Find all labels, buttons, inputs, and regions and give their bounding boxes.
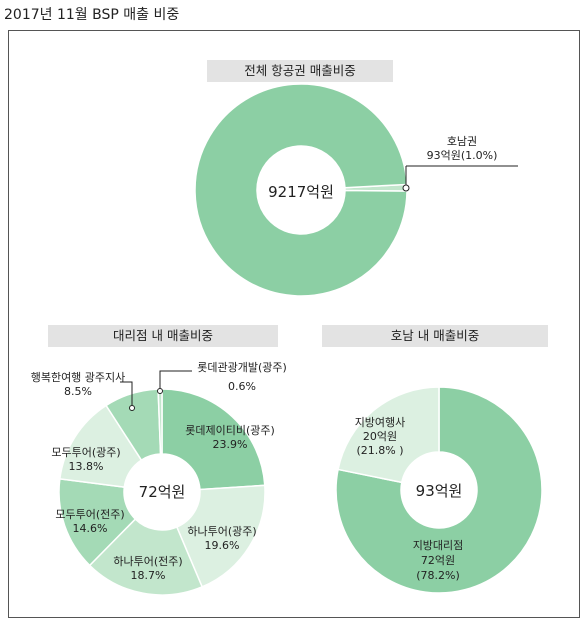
label-local-agency-amount: 72억원: [421, 554, 455, 567]
label-modu-jeonju-name: 모두투어(전주): [55, 508, 124, 521]
label-modu-gwangju-name: 모두투어(광주): [51, 446, 120, 459]
label-happy-tour-value: 8.5%: [64, 385, 92, 398]
donut-agency: [58, 388, 266, 596]
label-modu-gwangju-value: 13.8%: [69, 460, 104, 473]
label-hana-gwangju-name: 하나투어(광주): [187, 524, 256, 538]
label-happy-tour-name: 행복한여행 광주지사: [31, 371, 126, 384]
center-label-honam: 93억원: [416, 482, 463, 500]
label-hana-jeonju-value: 18.7%: [131, 569, 166, 582]
page-title: 2017년 11월 BSP 매출 비중: [4, 7, 180, 23]
label-hana-jeonju-name: 하나투어(전주): [113, 554, 182, 568]
callout-happy-tour-line: [120, 381, 135, 411]
honam-hole: [401, 452, 477, 528]
label-local-travel-value: (21.8% ): [356, 444, 403, 457]
panel-title-agency: 대리점 내 매출비중: [48, 325, 278, 347]
donut-total: [194, 83, 408, 297]
panel-title-total: 전체 항공권 매출비중: [207, 60, 393, 82]
label-lotte-jtb-value: 23.9%: [213, 438, 248, 451]
callout-lotte-tour-line: [157, 370, 192, 394]
callout-honam-line: [402, 165, 518, 192]
label-hana-gwangju-value: 19.6%: [205, 539, 240, 552]
label-local-travel-name: 지방여행사: [355, 416, 406, 429]
total-hole: [257, 146, 345, 234]
center-label-agency: 72억원: [139, 483, 186, 501]
center-label-total: 9217억원: [268, 183, 334, 201]
donut-honam: [335, 386, 543, 594]
label-local-travel-amount: 20억원: [363, 430, 397, 443]
agency-hole: [124, 454, 200, 530]
label-lotte-tour-value: 0.6%: [228, 380, 256, 393]
label-modu-jeonju-value: 14.6%: [73, 522, 108, 535]
panel-title-honam: 호남 내 매출비중: [322, 325, 548, 347]
label-local-agency-value: (78.2%): [416, 569, 460, 582]
label-lotte-tour-name: 롯데관광개발(광주): [197, 361, 287, 374]
label-honam-name: 호남권: [447, 135, 477, 148]
label-honam-value: 93억원(1.0%): [427, 149, 498, 162]
label-lotte-jtb-name: 롯데제이티비(광주): [185, 424, 275, 437]
label-local-agency-name: 지방대리점: [413, 539, 464, 552]
chart-frame: [8, 30, 580, 618]
agency-slice-2: [88, 517, 204, 596]
